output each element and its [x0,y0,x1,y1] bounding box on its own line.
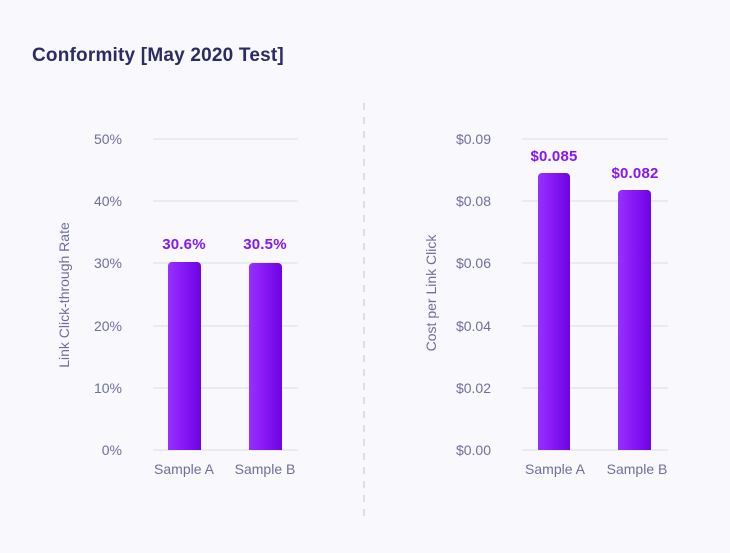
x-axis-label: Sample B [606,461,668,477]
gridline [153,262,298,264]
left-tick-label: 50% [93,131,122,147]
x-axis-label: Sample A [525,461,585,477]
gridline [153,200,298,202]
right-tick-label: $0.08 [455,193,491,209]
left-tick-label: 30% [93,255,122,271]
gridline [153,387,298,389]
gridline [153,138,298,140]
gridline [522,449,668,451]
left-tick-label: 10% [93,380,122,396]
bar-sample-a [168,262,201,450]
gridline [522,387,668,389]
right-tick-label: $0.09 [455,131,491,147]
right-tick-label: $0.04 [455,318,491,334]
right-tick-label: $0.00 [455,442,491,458]
gridline [153,325,298,327]
bar-sample-b [618,190,651,450]
bar-sample-a [538,173,570,450]
left-tick-label: 0% [101,442,122,458]
x-axis-label: Sample B [234,461,296,477]
right-y-axis-label: Cost per Link Click [423,234,439,352]
left-y-axis-label: Link Click-through Rate [56,222,72,368]
section-divider [363,103,365,517]
x-axis-label: Sample A [154,461,214,477]
gridline [522,200,668,202]
bar-value-label: 30.5% [243,236,287,253]
left-tick-label: 40% [93,193,122,209]
page-title: Conformity [May 2020 Test] [32,45,284,66]
bar-value-label: $0.082 [611,165,659,182]
right-tick-label: $0.02 [455,380,491,396]
bar-value-label: 30.6% [162,236,206,253]
left-tick-label: 20% [93,318,122,334]
gridline [153,449,298,451]
gridline [522,325,668,327]
gridline [522,262,668,264]
gridline [522,138,668,140]
bar-value-label: $0.085 [530,148,578,165]
bar-sample-b [249,263,282,450]
right-tick-label: $0.06 [455,255,491,271]
